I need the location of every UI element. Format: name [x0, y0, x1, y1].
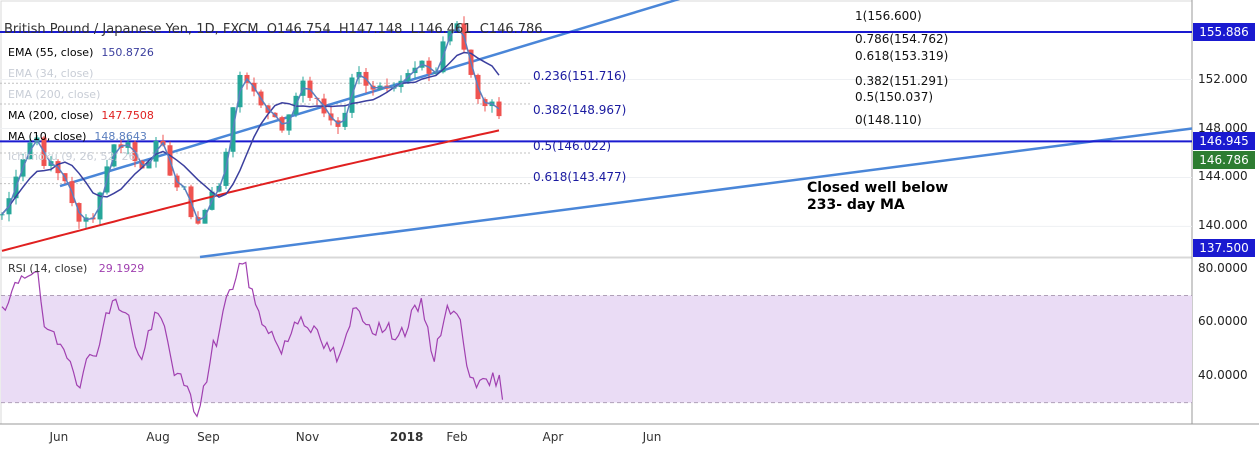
- ohlc-high: H147.148: [338, 22, 403, 37]
- time-tick-label: Jun: [642, 430, 662, 444]
- rsi-value: 29.1929: [98, 262, 145, 275]
- indicator-legend-0[interactable]: EMA (55, close) 150.8726: [8, 44, 154, 62]
- chart-annotation: Closed well below 233- day MA: [807, 180, 948, 214]
- indicator-value: 148.8643: [94, 130, 147, 143]
- candle-body: [496, 101, 502, 117]
- rsi-legend[interactable]: RSI (14, close) 29.1929: [8, 262, 144, 275]
- ma200-line: [1, 129, 500, 252]
- indicator-value: 147.7508: [101, 109, 154, 122]
- time-tick-label: 2018: [389, 430, 424, 444]
- indicator-legend-5[interactable]: Ichimoku (9, 26, 52, 26): [8, 148, 140, 166]
- fib-lower-label: 0.5(146.022): [533, 138, 612, 153]
- ema55-line: [1, 51, 500, 215]
- channel-lower-line[interactable]: [199, 127, 1193, 259]
- ohlc-close: C146.786: [479, 22, 543, 37]
- rsi-tick-label: 40.0000: [1198, 367, 1248, 382]
- rsi-band: [1, 295, 1192, 403]
- fib-upper-label: 0.382(151.291): [855, 74, 949, 89]
- price-tick-label: 148.000: [1198, 120, 1248, 135]
- symbol-header: British Pound / Japanese Yen, 1D, FXCM O…: [4, 22, 547, 37]
- ohlc-open: O146.754: [266, 22, 331, 37]
- indicator-label: MA (200, close): [8, 109, 94, 122]
- ohlc-low: L146.461: [410, 22, 472, 37]
- indicator-label: Ichimoku (9, 26, 52, 26): [8, 150, 140, 163]
- fib-lower-label: 0.236(151.716): [533, 69, 627, 84]
- candle: [335, 117, 341, 135]
- rsi-tick-label: 80.0000: [1198, 260, 1248, 275]
- price-badge: 155.886: [1193, 22, 1255, 41]
- annotation-line-1: Closed well below: [807, 180, 949, 196]
- indicator-value: 150.8726: [101, 46, 154, 59]
- time-tick-label: Apr: [542, 430, 564, 444]
- rsi-label: RSI (14, close): [8, 262, 88, 275]
- annotation-line-2: 233- day MA: [807, 197, 905, 213]
- price-badge: 146.945: [1193, 132, 1255, 151]
- fib-lower-label: 0.618(143.477): [533, 169, 627, 184]
- fib-upper-label: 1(156.600): [855, 9, 922, 24]
- ma10-line: [1, 25, 500, 222]
- time-tick-label: Feb: [446, 430, 468, 444]
- symbol-title: British Pound / Japanese Yen, 1D, FXCM: [4, 22, 259, 37]
- indicator-label: EMA (34, close): [8, 67, 94, 80]
- grid-layer: [0, 79, 1192, 227]
- indicator-legend-2[interactable]: EMA (200, close): [8, 86, 100, 104]
- candle-body: [0, 214, 5, 216]
- candle: [195, 211, 201, 225]
- candle: [489, 99, 495, 113]
- indicator-label: MA (10, close): [8, 130, 87, 143]
- indicator-legend-1[interactable]: EMA (34, close): [8, 65, 93, 83]
- time-tick-label: Nov: [295, 430, 320, 444]
- indicator-legend-4[interactable]: MA (10, close) 148.8643: [8, 128, 147, 146]
- price-badge: 137.500: [1193, 239, 1255, 257]
- price-tick-label: 140.000: [1198, 218, 1248, 233]
- rsi-tick-label: 60.0000: [1198, 314, 1248, 329]
- price-badge: 146.786: [1193, 151, 1255, 170]
- fib-upper-label: 0.618(153.319): [855, 49, 949, 64]
- fib-upper-label: 0(148.110): [855, 113, 922, 128]
- fib-lower-label: 0.382(148.967): [533, 102, 627, 117]
- rsi-line: [1, 261, 504, 418]
- indicator-legend-3[interactable]: MA (200, close) 147.7508: [8, 107, 154, 125]
- time-tick-label: Aug: [146, 430, 170, 444]
- time-tick-label: Jun: [49, 430, 69, 444]
- indicator-label: EMA (200, close): [8, 88, 101, 101]
- price-tick-label: 144.000: [1198, 169, 1248, 184]
- fib-upper-label: 0.5(150.037): [855, 89, 934, 104]
- fib-upper-label: 0.786(154.762): [855, 31, 949, 46]
- price-tick-label: 152.000: [1198, 71, 1248, 86]
- time-tick-label: Sep: [197, 430, 220, 444]
- indicator-label: EMA (55, close): [8, 46, 94, 59]
- channel-upper-line[interactable]: [59, 0, 838, 188]
